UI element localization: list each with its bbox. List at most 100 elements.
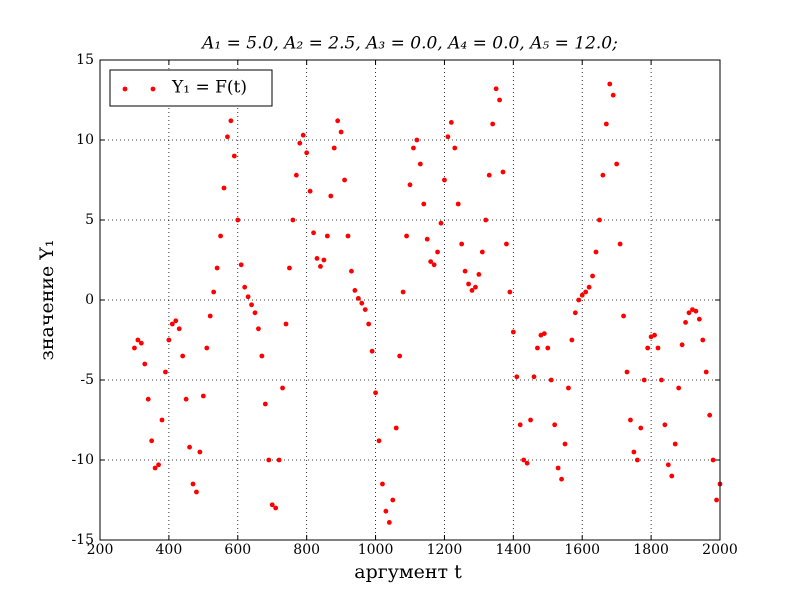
x-tick-label: 600	[224, 542, 251, 558]
point	[173, 318, 179, 324]
point	[600, 172, 606, 178]
x-tick-label: 1600	[564, 542, 600, 558]
point	[276, 457, 282, 463]
point	[390, 497, 396, 503]
point	[149, 438, 155, 444]
point	[342, 177, 347, 183]
x-tick-label: 1000	[358, 542, 394, 558]
point	[383, 508, 389, 514]
point	[579, 292, 585, 298]
y-tick-label: 10	[76, 132, 94, 148]
point	[603, 121, 609, 127]
point	[641, 377, 647, 383]
point	[469, 288, 475, 293]
point	[624, 369, 630, 375]
point	[710, 457, 716, 463]
point	[576, 297, 582, 303]
point	[207, 313, 213, 319]
point	[521, 457, 527, 463]
point	[566, 385, 571, 391]
x-tick-label: 800	[293, 542, 320, 558]
point	[583, 289, 589, 295]
point	[493, 86, 499, 92]
x-tick-label: 1200	[427, 542, 463, 558]
point	[421, 201, 427, 207]
point	[438, 220, 444, 226]
point	[311, 230, 316, 236]
point	[490, 121, 496, 127]
y-axis-label: значение Y₁	[36, 240, 58, 361]
point	[197, 449, 203, 455]
point	[293, 172, 299, 178]
point	[459, 241, 465, 247]
point	[262, 401, 268, 407]
legend-marker	[150, 86, 156, 92]
point	[231, 153, 237, 159]
chart-title: A₁ = 5.0, A₂ = 2.5, A₃ = 0.0, A₄ = 0.0, …	[200, 34, 618, 54]
point	[431, 262, 437, 268]
point	[225, 134, 230, 140]
point	[145, 396, 151, 402]
point	[393, 425, 399, 431]
point	[479, 249, 485, 255]
point	[435, 249, 440, 255]
point	[256, 326, 261, 332]
point	[572, 310, 578, 316]
point	[445, 134, 451, 140]
point	[535, 345, 540, 351]
point	[473, 284, 478, 290]
point	[552, 422, 558, 428]
point	[318, 264, 323, 269]
point	[628, 417, 633, 423]
point	[669, 473, 675, 479]
point	[455, 201, 461, 207]
point	[242, 284, 248, 290]
legend-marker	[122, 86, 128, 92]
point	[304, 150, 310, 156]
point	[631, 449, 637, 455]
point	[442, 177, 447, 183]
point	[562, 441, 568, 447]
point	[335, 118, 341, 124]
point	[218, 233, 223, 239]
point	[683, 320, 688, 325]
point	[466, 281, 471, 287]
point	[404, 233, 409, 239]
point	[462, 268, 468, 274]
point	[266, 457, 272, 463]
x-axis-label: аргумент t	[354, 561, 462, 583]
point	[610, 92, 616, 98]
point	[652, 332, 657, 338]
point	[380, 481, 385, 487]
point	[414, 137, 420, 143]
point	[500, 169, 506, 175]
point	[497, 97, 502, 103]
y-tick-label: 5	[85, 212, 94, 228]
point	[135, 337, 141, 343]
point	[707, 412, 713, 418]
point	[590, 273, 595, 279]
point	[300, 132, 306, 138]
point	[214, 265, 220, 271]
point	[655, 345, 661, 351]
point	[211, 289, 217, 295]
point	[221, 185, 227, 191]
point	[321, 257, 327, 263]
point	[355, 296, 361, 301]
point	[235, 217, 241, 223]
point	[169, 321, 175, 327]
point	[486, 172, 492, 178]
point	[369, 348, 375, 354]
point	[672, 441, 678, 447]
legend-label: Y₁ = F(t)	[171, 78, 247, 98]
point	[514, 374, 520, 380]
point	[586, 284, 592, 290]
point	[714, 497, 719, 503]
point	[142, 361, 148, 367]
point	[541, 331, 547, 336]
point	[269, 502, 275, 508]
point	[359, 300, 365, 306]
point	[338, 129, 344, 135]
point	[548, 377, 554, 383]
